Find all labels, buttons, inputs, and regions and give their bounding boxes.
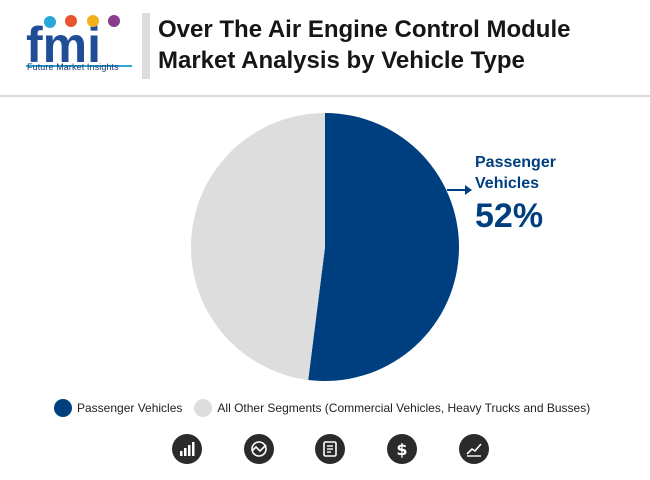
- legend-swatch: [54, 399, 72, 417]
- pie-slice-passenger-vehicles: [308, 113, 460, 381]
- report-icon[interactable]: [315, 434, 345, 464]
- pie-slice-all-other-segments: [191, 113, 325, 380]
- legend-item: All Other Segments (Commercial Vehicles,…: [194, 399, 590, 417]
- dollar-icon[interactable]: $: [387, 434, 417, 464]
- annotation-label-line1: Passenger: [475, 154, 556, 171]
- annotation-value: 52%: [475, 197, 543, 235]
- pie-chart: Passenger Vehicles 52%: [191, 113, 556, 381]
- footer-icons: $: [0, 434, 650, 470]
- chart-legend: Passenger Vehicles All Other Segments (Co…: [54, 398, 602, 418]
- logo-text: fmi: [26, 17, 101, 73]
- header-divider: [0, 95, 650, 97]
- title-accent-bar: [142, 13, 150, 79]
- bar-chart-icon[interactable]: [172, 434, 202, 464]
- legend-item: Passenger Vehicles: [54, 399, 182, 417]
- annotation-arrow-head: [465, 185, 472, 195]
- annotation-label-line2: Vehicles: [475, 175, 539, 192]
- legend-label: All Other Segments (Commercial Vehicles,…: [217, 401, 591, 415]
- page-title: Over The Air Engine Control Module Marke…: [158, 16, 571, 74]
- svg-text:$: $: [396, 440, 407, 458]
- trend-chart-icon[interactable]: [459, 434, 489, 464]
- fmi-logo: fmi: [26, 15, 132, 73]
- globe-chart-icon[interactable]: [244, 434, 274, 464]
- legend-label: Passenger Vehicles: [77, 401, 183, 415]
- header: fmi Future Market Insights Over The Air …: [0, 0, 650, 94]
- logo-subtitle: Future Market Insights: [27, 62, 119, 72]
- legend-swatch: [194, 399, 213, 417]
